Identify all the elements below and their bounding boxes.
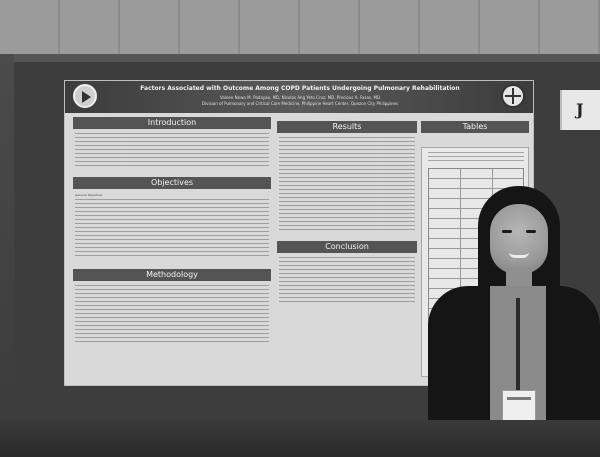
table-caption [428,152,524,164]
objectives-text: General Objective: [75,193,269,263]
play-logo-icon [73,84,97,108]
section-methodology-header: Methodology [73,269,271,281]
poster-affiliation: Division of Pulmonary and Critical Care … [201,101,399,106]
section-introduction-header: Introduction [73,117,271,129]
section-objectives-header: Objectives [73,177,271,189]
presenter-person [420,186,600,457]
left-eye [502,230,512,233]
poster-title: Factors Associated with Outcome Among CO… [140,85,460,92]
neck [506,270,532,290]
poster-authors: Valeen Nowa M. Padayao, MD, Nicolas Ang … [125,95,475,107]
objectives-body [75,199,269,259]
poster-author-list: Valeen Nowa M. Padayao, MD, Nicolas Ang … [219,95,381,100]
introduction-text [75,133,269,169]
smile [509,252,529,258]
side-sign: J [560,90,600,130]
general-objective-label: General Objective: [75,193,104,197]
section-results-header: Results [277,121,417,133]
poster-header: Factors Associated with Outcome Among CO… [65,81,533,113]
conclusion-text [279,257,415,305]
methodology-text [75,285,269,345]
results-text [279,137,415,233]
ceiling-wall [0,0,600,54]
cross-seal-logo-icon [501,84,525,108]
section-tables-header: Tables [421,121,529,133]
face [490,204,548,274]
board-bottom [0,420,600,457]
lanyard [516,298,520,408]
board-frame [14,54,600,62]
side-sign-letter: J [576,100,584,119]
section-conclusion-header: Conclusion [277,241,417,253]
right-eye [526,230,536,233]
